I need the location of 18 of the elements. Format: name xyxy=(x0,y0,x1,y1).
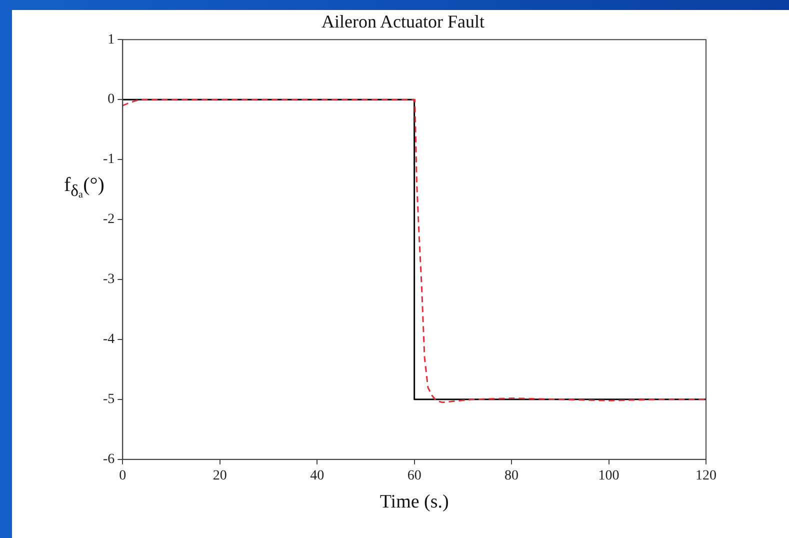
y-tick-label: -4 xyxy=(102,332,115,348)
x-tick-label: 20 xyxy=(212,468,227,484)
y-tick-label: -2 xyxy=(102,212,115,228)
y-tick-label: 1 xyxy=(108,32,115,48)
x-tick-label: 0 xyxy=(119,468,126,484)
x-axis-title: Time (s.) xyxy=(380,492,449,513)
y-tick-label: 0 xyxy=(108,92,115,108)
x-tick-label: 40 xyxy=(310,468,324,484)
y-tick-label: -3 xyxy=(102,272,115,288)
x-tick-label: 100 xyxy=(598,468,620,484)
x-tick-label: 120 xyxy=(696,468,716,484)
y-axis-title: f$_{δₐ}$(°) xyxy=(64,174,104,201)
y-tick-label: -1 xyxy=(102,152,115,168)
y-tick-label: -5 xyxy=(102,392,115,408)
y-tick-label: -6 xyxy=(102,452,115,468)
x-tick-label: 80 xyxy=(504,468,519,484)
x-tick-label: 60 xyxy=(407,468,422,484)
chart-title: Aileron Actuator Fault xyxy=(322,12,484,32)
